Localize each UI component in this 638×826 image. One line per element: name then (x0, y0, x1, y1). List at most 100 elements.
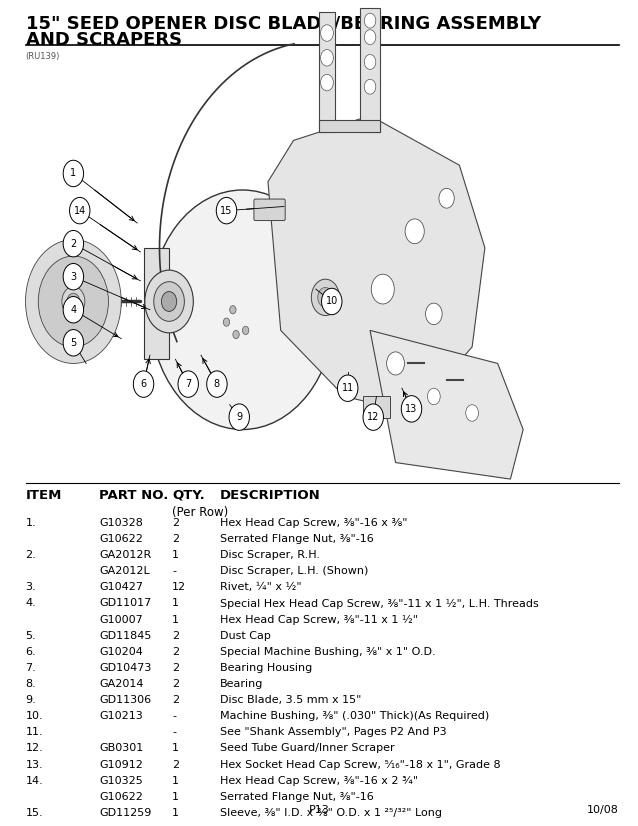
Circle shape (322, 288, 342, 315)
Text: Bearing: Bearing (220, 679, 263, 689)
Circle shape (67, 293, 80, 310)
Text: 9: 9 (236, 412, 242, 422)
Text: GA2014: GA2014 (99, 679, 144, 689)
Circle shape (233, 330, 239, 339)
Text: GA2012R: GA2012R (99, 550, 151, 560)
Text: 5.: 5. (26, 631, 36, 641)
Polygon shape (319, 120, 380, 132)
Circle shape (154, 282, 184, 321)
Circle shape (401, 396, 422, 422)
FancyBboxPatch shape (363, 396, 390, 418)
Text: 12: 12 (172, 582, 186, 592)
Circle shape (363, 404, 383, 430)
Text: (RU139): (RU139) (26, 52, 60, 61)
Text: 5: 5 (70, 338, 77, 348)
Circle shape (405, 219, 424, 244)
Polygon shape (319, 12, 335, 132)
Text: Hex Head Cap Screw, ⅜"-11 x 1 ½": Hex Head Cap Screw, ⅜"-11 x 1 ½" (220, 615, 418, 624)
Text: 13: 13 (405, 404, 418, 414)
Circle shape (318, 287, 333, 307)
Text: 15" SEED OPENER DISC BLADE/BEARING ASSEMBLY: 15" SEED OPENER DISC BLADE/BEARING ASSEM… (26, 15, 540, 33)
Text: 11: 11 (341, 383, 354, 393)
Text: 8.: 8. (26, 679, 36, 689)
Circle shape (207, 371, 227, 397)
Text: 11.: 11. (26, 728, 43, 738)
Circle shape (320, 25, 333, 41)
Circle shape (364, 79, 376, 94)
Text: 4: 4 (70, 305, 77, 315)
Text: 12: 12 (367, 412, 380, 422)
Text: Serrated Flange Nut, ⅜"-16: Serrated Flange Nut, ⅜"-16 (220, 534, 374, 544)
Text: 4.: 4. (26, 599, 36, 609)
Text: Disc Scraper, L.H. (Shown): Disc Scraper, L.H. (Shown) (220, 567, 369, 577)
Text: 2: 2 (172, 679, 179, 689)
Text: Sleeve, ⅜" I.D. x ⅜" O.D. x 1 ²⁵/³²" Long: Sleeve, ⅜" I.D. x ⅜" O.D. x 1 ²⁵/³²" Lon… (220, 808, 442, 818)
Text: 1: 1 (172, 808, 179, 818)
Text: 1: 1 (172, 599, 179, 609)
Circle shape (63, 160, 84, 187)
Text: G10213: G10213 (99, 711, 143, 721)
Text: GD11259: GD11259 (99, 808, 151, 818)
Text: 8: 8 (214, 379, 220, 389)
Text: 7: 7 (185, 379, 191, 389)
Circle shape (320, 50, 333, 66)
Text: 2: 2 (172, 663, 179, 673)
FancyBboxPatch shape (254, 199, 285, 221)
Text: Machine Bushing, ⅜" (.030" Thick)(As Required): Machine Bushing, ⅜" (.030" Thick)(As Req… (220, 711, 489, 721)
Text: 1: 1 (172, 791, 179, 802)
Text: (Per Row): (Per Row) (172, 506, 228, 519)
Text: GB0301: GB0301 (99, 743, 143, 753)
Polygon shape (360, 8, 380, 132)
Circle shape (161, 292, 177, 311)
Circle shape (229, 404, 249, 430)
Text: 1: 1 (172, 743, 179, 753)
Circle shape (426, 303, 442, 325)
Circle shape (145, 270, 193, 333)
Circle shape (26, 240, 121, 363)
Text: Bearing Housing: Bearing Housing (220, 663, 313, 673)
Circle shape (427, 388, 440, 405)
Circle shape (364, 30, 376, 45)
Text: 14: 14 (73, 206, 86, 216)
Circle shape (311, 279, 339, 316)
Text: Disc Scraper, R.H.: Disc Scraper, R.H. (220, 550, 320, 560)
Text: Disc Blade, 3.5 mm x 15": Disc Blade, 3.5 mm x 15" (220, 695, 362, 705)
Text: 3: 3 (70, 272, 77, 282)
Text: 2.: 2. (26, 550, 36, 560)
Text: GD11845: GD11845 (99, 631, 151, 641)
Text: -: - (172, 567, 176, 577)
Text: 1: 1 (172, 550, 179, 560)
Text: 14.: 14. (26, 776, 43, 786)
Text: 1: 1 (172, 615, 179, 624)
Text: 6.: 6. (26, 647, 36, 657)
Text: GA2012L: GA2012L (99, 567, 150, 577)
Text: 1: 1 (172, 776, 179, 786)
Circle shape (178, 371, 198, 397)
Circle shape (63, 297, 84, 323)
Text: G10007: G10007 (99, 615, 143, 624)
Text: G10622: G10622 (99, 534, 143, 544)
Text: 10: 10 (325, 297, 338, 306)
Circle shape (387, 352, 404, 375)
Circle shape (84, 287, 107, 316)
Text: Seed Tube Guard/Inner Scraper: Seed Tube Guard/Inner Scraper (220, 743, 395, 753)
Circle shape (63, 330, 84, 356)
Text: 10/08: 10/08 (587, 805, 619, 815)
Text: -: - (172, 711, 176, 721)
Text: 3.: 3. (26, 582, 36, 592)
Circle shape (216, 197, 237, 224)
Circle shape (338, 375, 358, 401)
Circle shape (63, 230, 84, 257)
Text: 2: 2 (172, 534, 179, 544)
Text: 2: 2 (172, 518, 179, 528)
Text: ITEM: ITEM (26, 489, 62, 502)
Text: Serrated Flange Nut, ⅜"-16: Serrated Flange Nut, ⅜"-16 (220, 791, 374, 802)
Text: See "Shank Assembly", Pages P2 And P3: See "Shank Assembly", Pages P2 And P3 (220, 728, 447, 738)
Circle shape (371, 274, 394, 304)
Circle shape (364, 13, 376, 28)
Circle shape (38, 256, 108, 347)
Polygon shape (144, 248, 169, 359)
Text: Hex Head Cap Screw, ⅜"-16 x ⅜": Hex Head Cap Screw, ⅜"-16 x ⅜" (220, 518, 408, 528)
Text: Hex Head Cap Screw, ⅜"-16 x 2 ¾": Hex Head Cap Screw, ⅜"-16 x 2 ¾" (220, 776, 419, 786)
Text: 1: 1 (70, 169, 77, 178)
